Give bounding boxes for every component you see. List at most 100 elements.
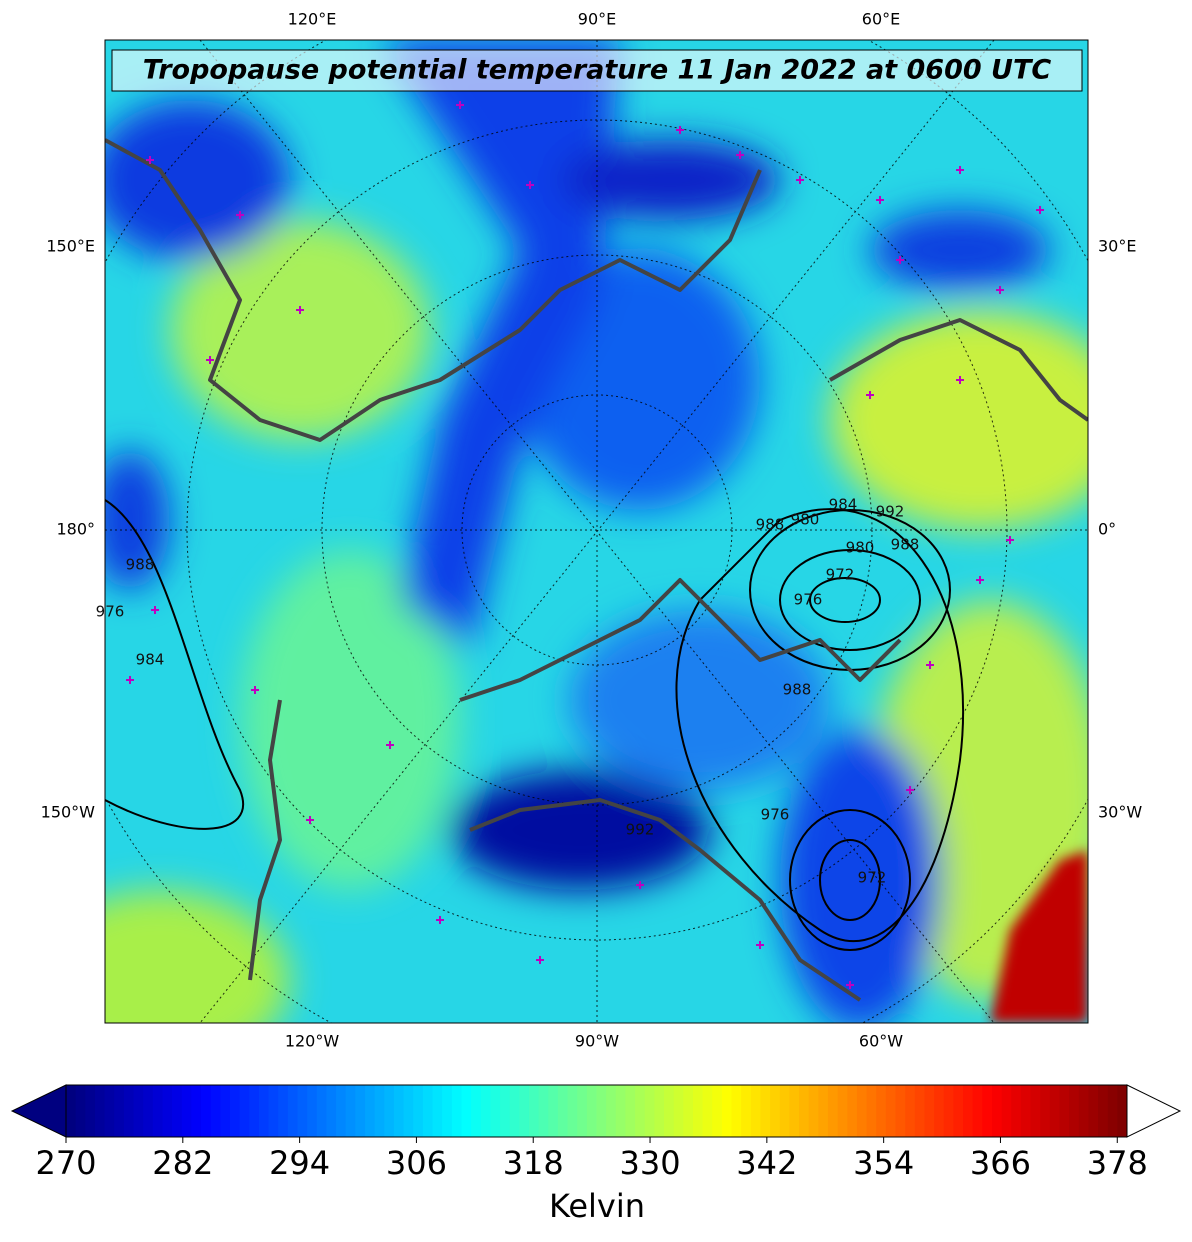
colorbar-segment [104, 1085, 115, 1137]
colorbar-segment [953, 1085, 964, 1137]
colorbar-tick-label: 306 [386, 1144, 447, 1182]
colorbar-segment [365, 1085, 376, 1137]
colorbar-label: Kelvin [549, 1187, 645, 1225]
contour-label: 988 [891, 536, 920, 554]
station-marker [896, 256, 904, 264]
colorbar-segment [432, 1085, 443, 1137]
colorbar-segment [181, 1085, 192, 1137]
colorbar-tick-label: 378 [1087, 1144, 1148, 1182]
colorbar-segment [644, 1085, 655, 1137]
colorbar-segment [422, 1085, 434, 1137]
colorbar-segment [789, 1085, 800, 1137]
colorbar-segment [567, 1085, 578, 1137]
colorbar-tick-label: 354 [853, 1144, 914, 1182]
colorbar-segment [528, 1085, 540, 1137]
lon-label: 30°W [1098, 803, 1142, 822]
station-marker [146, 156, 154, 164]
colorbar-segment [345, 1085, 356, 1137]
colorbar-frame [65, 1084, 1128, 1138]
colorbar-segment [336, 1085, 347, 1137]
map-frame [104, 39, 1089, 1024]
contour-label: 980 [791, 511, 820, 529]
colorbar-segment [480, 1085, 491, 1137]
lon-label: 120°E [288, 10, 337, 29]
colorbar-segment [162, 1085, 173, 1137]
station-marker [736, 151, 744, 159]
map-title: Tropopause potential temperature 11 Jan … [143, 55, 1052, 86]
colorbar-segment [943, 1085, 954, 1137]
map-field [105, 40, 1088, 1023]
colorbar-segment [123, 1085, 135, 1137]
station-marker [536, 956, 544, 964]
lon-label: 90°W [575, 1032, 619, 1051]
colorbar-segment [905, 1085, 916, 1137]
station-marker [206, 356, 214, 364]
colorbar-segment [1011, 1085, 1022, 1137]
colorbar-segment [557, 1085, 569, 1137]
station-marker [126, 676, 134, 684]
colorbar-segment [750, 1085, 762, 1137]
station-marker [151, 606, 159, 614]
colorbar-segment [133, 1085, 144, 1137]
colorbar-segment [471, 1085, 482, 1137]
contour-label: 992 [876, 503, 905, 521]
colorbar-segment [85, 1085, 96, 1137]
lon-label: 30°E [1098, 237, 1136, 256]
contour-label: 984 [829, 496, 858, 514]
station-marker [866, 391, 874, 399]
colorbar-segment [442, 1085, 453, 1137]
contour-label: 984 [136, 651, 165, 669]
colorbar-segment [866, 1085, 877, 1137]
contour-label: 972 [826, 566, 855, 584]
colorbar-segment [490, 1085, 501, 1137]
colorbar-segment [307, 1085, 318, 1137]
colorbar-segment [451, 1085, 463, 1137]
colorbar-segment [625, 1085, 636, 1137]
colorbar-segment [818, 1085, 829, 1137]
colorbar-segment [278, 1085, 289, 1137]
colorbar-segment [1040, 1085, 1051, 1137]
station-marker [636, 881, 644, 889]
colorbar-segment [229, 1085, 241, 1137]
contour-label: 976 [761, 806, 790, 824]
colorbar-tick-label: 318 [503, 1144, 564, 1182]
colorbar-segment [210, 1085, 221, 1137]
station-marker [956, 376, 964, 384]
colorbar-segment [770, 1085, 781, 1137]
colorbar-segment [355, 1085, 366, 1137]
colorbar-segment [702, 1085, 713, 1137]
colorbar-segment [393, 1085, 405, 1137]
colorbar-segment [461, 1085, 472, 1137]
colorbar-segment [509, 1085, 520, 1137]
colorbar-segment [924, 1085, 935, 1137]
lon-label: 120°W [285, 1032, 340, 1051]
colorbar-segment [94, 1085, 106, 1137]
lon-label: 60°E [862, 10, 900, 29]
colorbar-segment [403, 1085, 414, 1137]
contour-label: 992 [626, 821, 655, 839]
station-marker [251, 686, 259, 694]
colorbar-segment [615, 1085, 627, 1137]
colorbar-segment [664, 1085, 675, 1137]
colorbar-segment [191, 1085, 202, 1137]
lon-label: 90°E [578, 10, 616, 29]
station-marker [676, 126, 684, 134]
colorbar-segment [760, 1085, 771, 1137]
colorbar-segment [712, 1085, 723, 1137]
colorbar-tick-label: 294 [269, 1144, 330, 1182]
station-marker [756, 941, 764, 949]
colorbar-segment [1117, 1085, 1128, 1137]
station-marker [926, 661, 934, 669]
colorbar-segment [654, 1085, 665, 1137]
station-marker [1036, 206, 1044, 214]
colorbar-extend-high [1126, 1084, 1182, 1138]
colorbar-tick-label: 270 [35, 1144, 96, 1182]
colorbar-segment [374, 1085, 385, 1137]
colorbar-tick-label: 342 [736, 1144, 797, 1182]
lon-label: 0° [1098, 520, 1116, 539]
colorbar-segment [885, 1085, 897, 1137]
station-marker [436, 916, 444, 924]
colorbar-segment [606, 1085, 617, 1137]
